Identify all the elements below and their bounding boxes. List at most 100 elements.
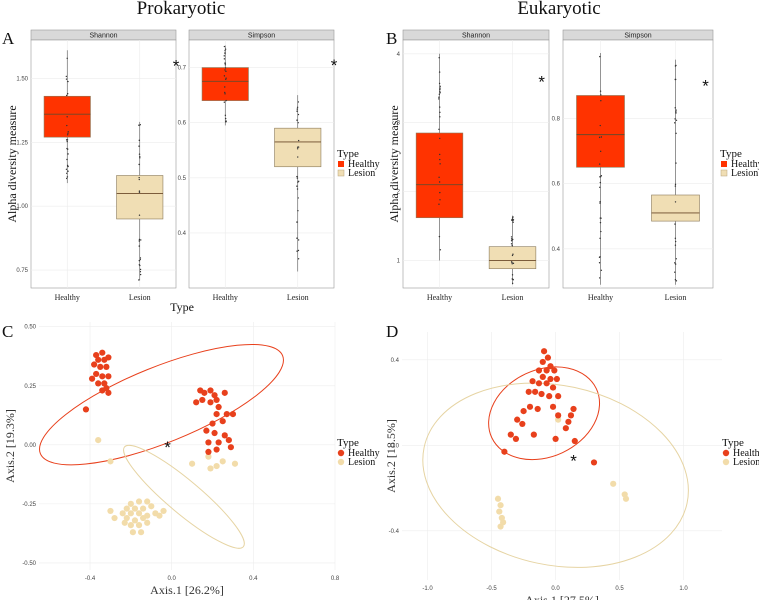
legend-label-C-0: Healthy [348,448,380,459]
data-point-A-shannon [66,147,68,150]
confidence-ellipse-C-lesion [123,444,245,549]
x-tick-label-C: 0.8 [331,576,340,582]
point-D-healthy [547,375,554,383]
data-point-A-shannon [138,139,140,142]
point-C-healthy [99,349,106,356]
legend-label-A-1: Lesion [348,168,375,179]
point-C-lesion [213,462,220,470]
panel-letter-A: A [2,29,15,48]
point-C-healthy [215,439,222,446]
data-point-B-shannon [439,88,441,91]
point-C-lesion [111,514,118,522]
data-point-A-shannon [139,156,141,158]
legend-label-D-1: Lesion [733,457,759,468]
point-C-healthy [101,380,108,387]
data-point-A-shannon [65,94,68,97]
data-point-B-simpson [674,183,677,186]
y-axis-label-C: Axis.2 [19.3%] [3,409,17,483]
point-D-lesion [555,416,562,423]
data-point-B-simpson [675,162,677,164]
data-point-A-shannon [66,139,69,141]
data-point-A-simpson [225,99,227,102]
point-D-healthy [529,378,536,385]
significance-star-B-simpson: * [702,77,709,96]
y-tick-label-D: -0.4 [389,529,400,535]
data-point-A-simpson [223,55,225,57]
point-C-healthy [225,436,232,444]
point-D-healthy [539,358,546,366]
box-B-simpson-healthy [576,95,625,168]
point-D-lesion [494,495,502,502]
data-point-A-simpson [296,175,298,178]
data-point-B-shannon [438,93,441,96]
y-tick-label-A-shannon: 0.75 [16,268,28,274]
x-tick-label-D: 0.5 [615,586,624,592]
x-tick-label-D: 1.0 [679,586,688,592]
point-C-healthy [213,446,220,453]
point-D-healthy [512,435,520,442]
data-point-A-shannon [139,124,141,126]
y-axis-label-A: Alpha diversity measure [5,105,19,222]
point-C-healthy [199,396,206,404]
data-point-A-shannon [140,239,142,241]
point-D-healthy [519,420,526,428]
data-point-A-shannon [67,165,69,168]
point-D-healthy [530,431,537,438]
data-point-B-simpson [600,175,603,177]
significance-star-B-shannon: * [538,72,545,91]
data-point-A-simpson [297,258,300,260]
point-C-lesion [127,510,134,517]
point-D-lesion [496,508,503,515]
point-C-healthy [99,373,106,380]
point-D-healthy [525,388,532,395]
x-tick-label-B-simpson: Healthy [588,293,613,302]
point-D-healthy [543,380,550,387]
point-C-healthy [105,373,112,380]
data-point-A-simpson [296,148,299,150]
data-point-A-simpson [296,177,299,179]
data-point-B-simpson [599,256,601,258]
data-point-A-simpson [296,146,299,148]
data-point-A-simpson [296,237,298,239]
legend-label-A-0: Healthy [348,159,380,170]
legend-title-A: Type [337,148,359,160]
data-point-A-shannon [65,78,68,80]
data-point-B-simpson [674,262,676,264]
point-C-healthy [211,429,218,437]
data-point-B-simpson [675,280,678,282]
data-point-A-simpson [296,221,298,223]
point-C-healthy [95,380,102,387]
data-point-A-simpson [225,121,227,123]
x-tick-label-D: -1.0 [422,586,433,592]
x-axis-label-A: Type [170,300,194,314]
data-point-A-shannon [66,172,68,175]
data-point-B-simpson [598,262,601,264]
data-point-B-shannon [512,219,514,222]
x-tick-label-A-shannon: Healthy [55,293,80,302]
data-point-B-shannon [510,261,513,263]
point-D-lesion [497,523,504,530]
y-tick-label-D: 0.4 [391,358,400,364]
x-tick-label-D: -0.5 [486,586,497,592]
point-C-lesion [121,519,128,526]
data-point-A-simpson [224,114,227,117]
data-point-A-simpson [224,64,227,66]
data-point-A-shannon [139,271,142,273]
point-C-healthy [215,403,222,411]
point-C-lesion [135,510,143,517]
data-point-B-simpson [600,100,602,102]
data-point-A-simpson [223,101,226,103]
data-point-A-shannon [138,163,140,166]
significance-star-A-shannon: * [173,57,180,76]
point-C-lesion [144,519,151,526]
data-point-B-shannon [510,236,513,238]
data-point-A-shannon [67,80,69,83]
data-point-A-shannon [138,279,140,281]
data-point-B-shannon [438,57,440,59]
x-axis-label-C: Axis.1 [26.2%] [150,583,224,597]
point-D-healthy [555,393,562,400]
point-C-healthy [205,448,212,456]
data-point-B-simpson [675,119,678,121]
data-point-A-simpson [297,113,300,116]
data-point-B-shannon [512,238,514,241]
